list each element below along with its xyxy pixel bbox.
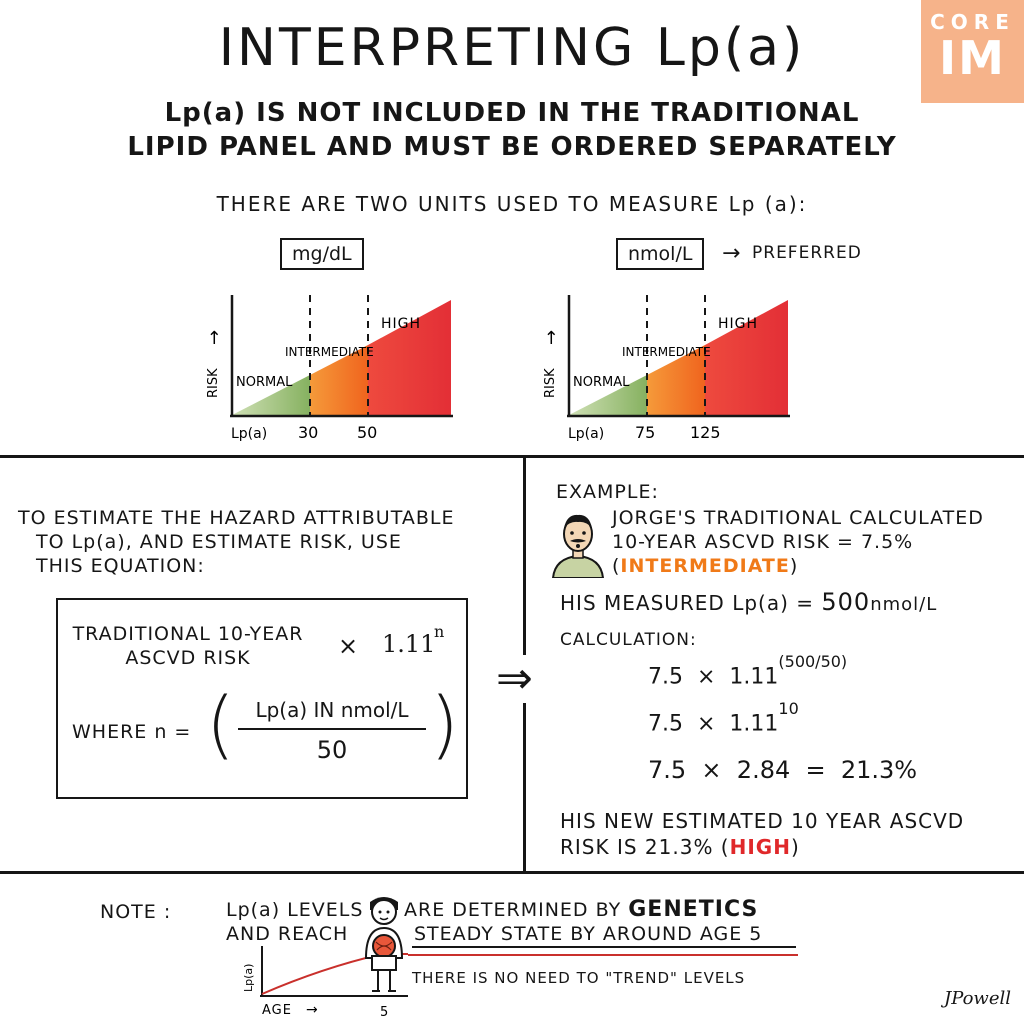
tick-label-2: 50 [357,423,377,442]
zone-high [368,300,451,415]
times-sign: × [338,632,359,660]
example-text: JORGE'S TRADITIONAL CALCULATED 10-YEAR A… [612,506,984,578]
result-text: HIS NEW ESTIMATED 10 YEAR ASCVD RISK IS … [560,808,964,860]
measured-line: HIS MEASURED Lp(a) = 500nmol/L [560,590,937,617]
calc-step-1-left: 7.5 × 1.11 [648,664,779,690]
note-line-2a: AND REACH [226,923,349,945]
logo-line-2: IM [939,31,1006,85]
zone-normal [232,375,310,415]
x-arrow-icon: → [306,1002,318,1018]
y-label: RISK [206,368,221,398]
logo-line-1: CORE [930,10,1015,34]
unit-nmol-label: nmol/L [616,238,705,270]
x-label: Lp(a) [231,426,267,442]
measured-unit: nmol/L [870,594,938,615]
result-line-2: RISK IS 21.3% (HIGH) [560,835,800,859]
tick-label-1: 75 [635,423,655,442]
subtitle: Lp(a) IS NOT INCLUDED IN THE TRADITIONAL… [0,96,1024,164]
calculation-label: CALCULATION: [560,630,697,650]
chart-mgdl: HIGH INTERMEDIATE NORMAL Lp(a) 30 50 RIS… [204,295,453,442]
preferred-arrow-icon: → [722,241,741,266]
zone-intermediate [310,345,368,415]
x-label: Lp(a) [568,426,604,442]
zone-label-intermediate: INTERMEDIATE [285,345,374,359]
core-im-logo: CORE IM [921,0,1024,103]
measured-value: 500 [821,588,871,616]
tick-label-2: 125 [690,423,721,442]
zone-label-high: HIGH [718,316,758,332]
result-line-1: HIS NEW ESTIMATED 10 YEAR ASCVD [560,809,965,833]
multiplier-base: 1.11 [382,630,436,658]
note-line-1b: ARE DETERMINED BY [404,899,622,921]
note-underline [412,946,796,948]
subtitle-line-1: Lp(a) IS NOT INCLUDED IN THE TRADITIONAL [164,98,860,128]
calc-step-2-exponent: 10 [778,699,799,718]
zone-label-normal: NORMAL [573,375,630,390]
note-line-2b: STEADY STATE BY AROUND AGE 5 [414,923,763,945]
units-heading: THERE ARE TWO UNITS USED TO MEASURE Lp (… [216,192,808,216]
unit-mgdl-label: mg/dL [280,238,364,270]
steady-state-line [408,954,798,956]
note-line-1a: Lp(a) LEVELS [226,899,364,921]
x-label: AGE [262,1003,292,1018]
risk-label-line-1: TRADITIONAL 10-YEAR [72,623,304,645]
y-arrow-icon: → [204,330,225,345]
where-label: WHERE n = [72,721,192,743]
zone-intermediate [647,345,705,415]
calc-step-1: 7.5 × 1.11(500/50) [648,652,847,690]
calc-step-2: 7.5 × 1.1110 [648,699,799,737]
note-line-1: ARE DETERMINED BY GENETICS [404,898,758,922]
example-heading: EXAMPLE: [556,481,659,503]
calc-step-3: 7.5 × 2.84 = 21.3% [648,756,918,784]
x-tick-label: 5 [380,1005,388,1020]
category-intermediate: INTERMEDIATE [620,555,790,577]
preferred-label: PREFERRED [752,243,862,263]
y-arrow-icon: → [541,330,562,345]
note-genetics: GENETICS [628,897,759,922]
y-label: Lp(a) [242,964,255,992]
page-title: INTERPRETING Lp(a) [218,18,806,78]
zone-normal [569,375,647,415]
zone-label-high: HIGH [381,316,421,332]
category-high: HIGH [729,835,791,859]
calc-step-1-exponent: (500/50) [778,652,848,671]
paren-right-icon: ) [430,682,459,768]
example-category-1: (INTERMEDIATE) [612,555,799,577]
artist-signature: JPowell [944,988,1012,1009]
equation-intro-line-3: THIS EQUATION: [36,555,205,577]
fraction-bar [238,728,426,730]
chart-nmol: HIGH INTERMEDIATE NORMAL Lp(a) 75 125 RI… [541,295,790,442]
multiplier-exponent: n [434,622,445,641]
measured-prefix: HIS MEASURED Lp(a) = [560,591,815,615]
risk-label-line-2: ASCVD RISK [125,647,251,669]
tick-label-1: 30 [298,423,318,442]
equation-intro-line-1: TO ESTIMATE THE HAZARD ATTRIBUTABLE [18,507,455,529]
child-figure-icon [364,897,404,992]
zone-label-intermediate: INTERMEDIATE [622,345,711,359]
example-line-2: 10-YEAR ASCVD RISK = 7.5% [612,531,914,553]
subtitle-line-2: LIPID PANEL AND MUST BE ORDERED SEPARATE… [127,132,897,162]
equation-intro: TO ESTIMATE THE HAZARD ATTRIBUTABLE TO L… [18,506,508,578]
zone-high [705,300,788,415]
note-label: NOTE : [100,901,172,923]
risk-label: TRADITIONAL 10-YEAR ASCVD RISK [68,622,308,670]
divider-top [0,455,1024,458]
fraction-numerator: Lp(a) IN nmol/L [255,698,409,722]
fraction-denominator: 50 [316,736,348,764]
jorge-avatar-icon [551,514,605,578]
y-label: RISK [543,368,558,398]
zone-label-normal: NORMAL [236,375,293,390]
result-line-2-prefix: RISK IS 21.3% [560,835,714,859]
divider-bottom [0,871,1024,874]
implies-arrow-icon: ⇒ [496,653,533,704]
example-line-1: JORGE'S TRADITIONAL CALCULATED [612,507,984,529]
note-line-3: THERE IS NO NEED TO "TREND" LEVELS [412,969,746,987]
paren-left-icon: ( [206,682,235,768]
calc-step-2-left: 7.5 × 1.11 [648,711,779,737]
equation-intro-line-2: TO Lp(a), AND ESTIMATE RISK, USE [36,531,402,553]
equation-box: TRADITIONAL 10-YEAR ASCVD RISK × 1.11 n … [56,598,468,799]
